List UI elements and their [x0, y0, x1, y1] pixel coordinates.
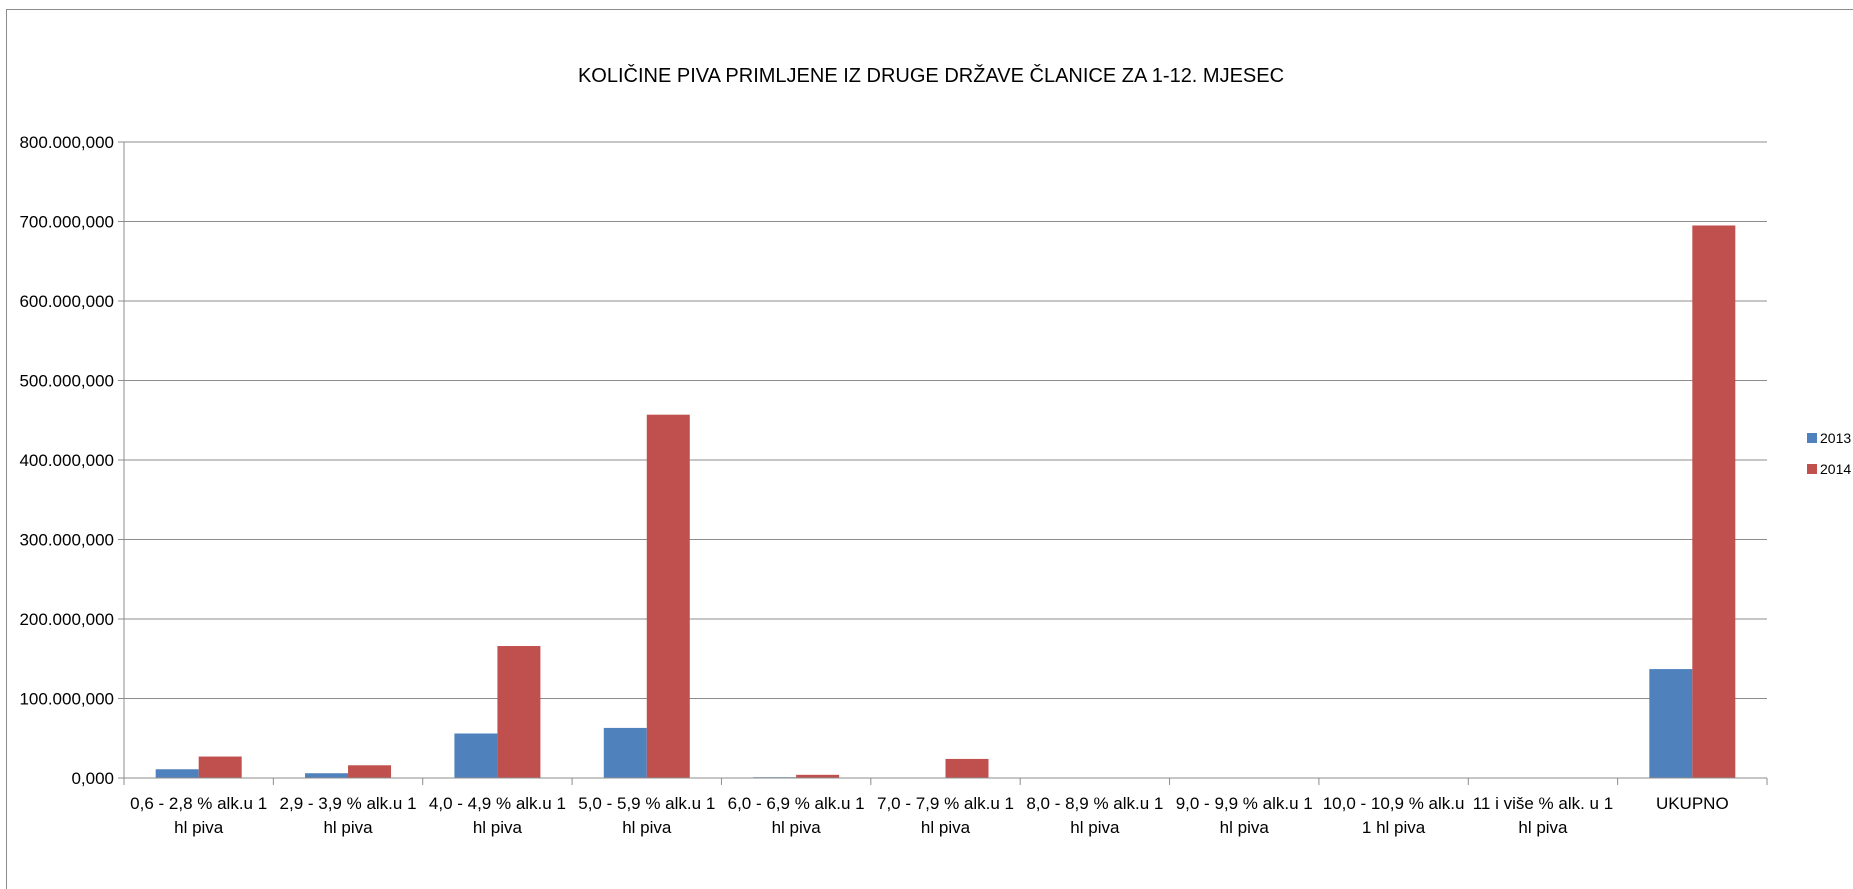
x-category-label: 11 i više % alk. u 1 hl piva	[1473, 794, 1613, 837]
bar-2014	[647, 415, 690, 778]
x-axis	[118, 142, 1767, 785]
x-category-label: 8,0 - 8,9 % alk.u 1 hl piva	[1026, 794, 1163, 837]
y-tick-label: 800.000,000	[19, 133, 114, 152]
legend-label-2014: 2014	[1820, 461, 1851, 477]
x-category-label: UKUPNO	[1656, 794, 1729, 813]
bar-2014	[946, 759, 989, 778]
x-category-label-line: 1 hl piva	[1362, 818, 1426, 837]
chart-title: KOLIČINE PIVA PRIMLJENE IZ DRUGE DRŽAVE …	[578, 64, 1284, 87]
x-category-label-line: 5,0 - 5,9 % alk.u 1	[578, 794, 715, 813]
x-category-label: 5,0 - 5,9 % alk.u 1 hl piva	[578, 794, 715, 837]
x-category-label: 0,6 - 2,8 % alk.u 1 hl piva	[130, 794, 267, 837]
legend-label-2013: 2013	[1820, 430, 1851, 446]
bar-2014	[1692, 225, 1735, 778]
y-tick-label: 500.000,000	[19, 372, 114, 391]
x-category-label-line: hl piva	[622, 818, 672, 837]
x-category-label-line: hl piva	[473, 818, 523, 837]
x-category-label-line: 2,9 - 3,9 % alk.u 1	[280, 794, 417, 813]
x-category-label-line: UKUPNO	[1656, 794, 1729, 813]
y-tick-label: 400.000,000	[19, 451, 114, 470]
bar-2013	[454, 733, 497, 778]
bar-2013	[156, 769, 199, 778]
bar-2014	[199, 757, 242, 778]
x-category-label: 9,0 - 9,9 % alk.u 1 hl piva	[1176, 794, 1313, 837]
x-category-label-line: hl piva	[174, 818, 224, 837]
x-category-label-line: 0,6 - 2,8 % alk.u 1	[130, 794, 267, 813]
y-tick-label: 300.000,000	[19, 531, 114, 550]
x-category-label-line: 11 i više % alk. u 1	[1473, 794, 1613, 813]
y-tick-label: 700.000,000	[19, 213, 114, 232]
x-category-label: 2,9 - 3,9 % alk.u 1 hl piva	[280, 794, 417, 837]
bar-2013	[604, 728, 647, 778]
y-tick-label: 0,000	[71, 769, 114, 788]
bar-2014	[348, 765, 391, 778]
x-category-label-line: hl piva	[1220, 818, 1270, 837]
x-category-label: 4,0 - 4,9 % alk.u 1 hl piva	[429, 794, 566, 837]
x-category-label-line: 7,0 - 7,9 % alk.u 1	[877, 794, 1014, 813]
legend: 2013 2014	[1807, 430, 1851, 477]
legend-swatch-2013	[1807, 433, 1817, 443]
x-category-label: 10,0 - 10,9 % alk.u 1 hl piva	[1323, 794, 1465, 837]
bar-2014	[497, 646, 540, 778]
bar-2013	[305, 773, 348, 778]
x-category-label-line: hl piva	[921, 818, 971, 837]
x-category-label-line: 10,0 - 10,9 % alk.u	[1323, 794, 1465, 813]
legend-swatch-2014	[1807, 464, 1817, 474]
bar-2013	[1649, 669, 1692, 778]
x-category-label-line: 6,0 - 6,9 % alk.u 1	[728, 794, 865, 813]
x-category-label-line: hl piva	[323, 818, 373, 837]
x-category-label-line: 9,0 - 9,9 % alk.u 1	[1176, 794, 1313, 813]
bar-chart: KOLIČINE PIVA PRIMLJENE IZ DRUGE DRŽAVE …	[0, 0, 1853, 857]
gridlines	[124, 142, 1767, 699]
y-tick-label: 100.000,000	[19, 690, 114, 709]
x-category-label-line: 8,0 - 8,9 % alk.u 1	[1026, 794, 1163, 813]
x-category-label: 6,0 - 6,9 % alk.u 1 hl piva	[728, 794, 865, 837]
x-category-label-line: hl piva	[1518, 818, 1568, 837]
y-tick-label: 200.000,000	[19, 610, 114, 629]
x-category-label: 7,0 - 7,9 % alk.u 1 hl piva	[877, 794, 1014, 837]
y-axis-tick-labels: 0,000 100.000,000 200.000,000 300.000,000 40…	[19, 133, 114, 788]
x-category-label-line: 4,0 - 4,9 % alk.u 1	[429, 794, 566, 813]
bars	[156, 225, 1736, 778]
x-category-label-line: hl piva	[772, 818, 822, 837]
x-category-label-line: hl piva	[1070, 818, 1120, 837]
y-tick-label: 600.000,000	[19, 292, 114, 311]
